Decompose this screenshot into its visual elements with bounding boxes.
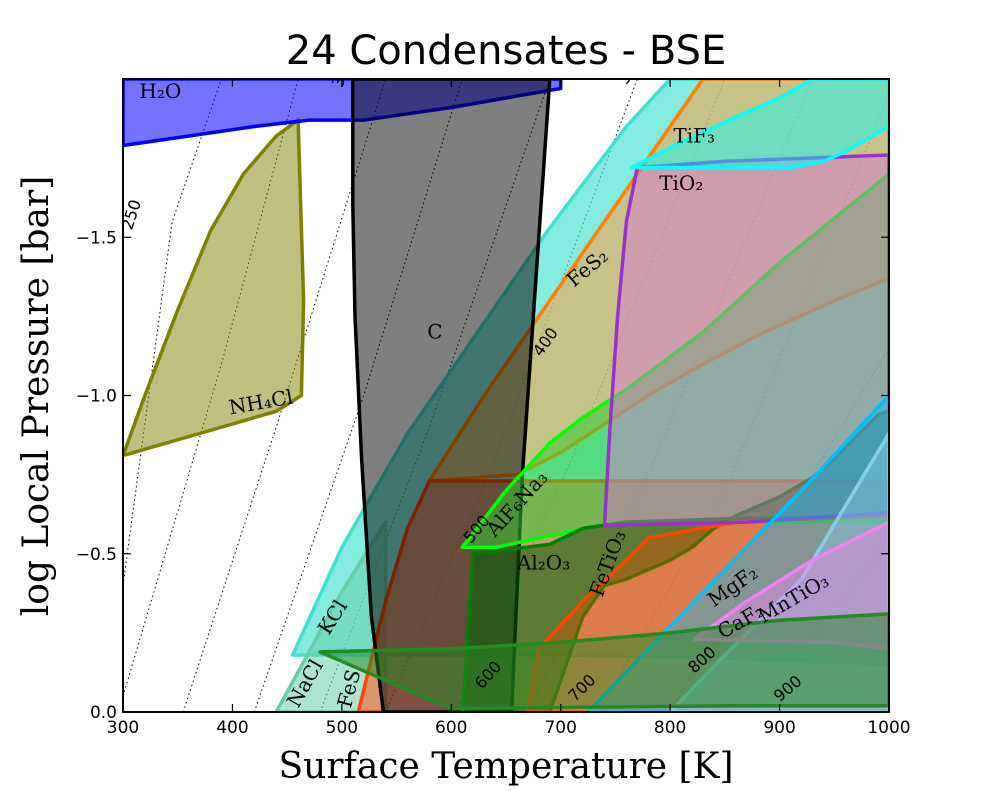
x-tick-label: 600 xyxy=(435,718,467,738)
label-tif3: TiF₃ xyxy=(673,123,715,147)
x-tick-label: 400 xyxy=(216,718,248,738)
label-c: C xyxy=(427,320,442,344)
y-tick-label: −1.5 xyxy=(76,228,117,248)
x-axis-label: Surface Temperature [K] xyxy=(278,746,733,787)
isotherm-label-250: 250 xyxy=(117,197,145,232)
x-tick-label: 800 xyxy=(654,718,686,738)
condensate-regions xyxy=(123,79,889,712)
x-tick-label: 700 xyxy=(544,718,576,738)
isotherm-line-0 xyxy=(123,79,222,586)
y-tick-label: −1.0 xyxy=(76,387,117,407)
x-tick-label: 900 xyxy=(763,718,795,738)
y-tick-label: −0.5 xyxy=(76,545,117,565)
region-nh4cl-0 xyxy=(123,118,306,458)
axis-ticks: 300 400 500 600 700 800 900 1000 0.0 −0.5 −1.0 −1.5 xyxy=(76,79,911,738)
isotherm-line-2 xyxy=(182,79,387,712)
y-tick-label: 0.0 xyxy=(90,703,117,723)
chart-title: 24 Condensates - BSE xyxy=(286,28,726,74)
region-unnamed-15 xyxy=(318,612,889,711)
region-tif3-11 xyxy=(630,79,889,170)
region-al2o3-8 xyxy=(461,409,889,712)
y-axis-label: log Local Pressure [bar] xyxy=(16,176,57,616)
isotherm-label-300: 300 xyxy=(328,55,357,90)
x-tick-label: 500 xyxy=(326,718,358,738)
label-tio2: TiO₂ xyxy=(659,171,703,195)
isotherm-label-350: 350 xyxy=(614,52,647,88)
x-tick-label: 300 xyxy=(107,718,139,738)
x-tick-label: 1000 xyxy=(867,718,910,738)
label-h2o: H₂O xyxy=(139,79,181,103)
label-al2o3: Al₂O₃ xyxy=(516,551,570,575)
